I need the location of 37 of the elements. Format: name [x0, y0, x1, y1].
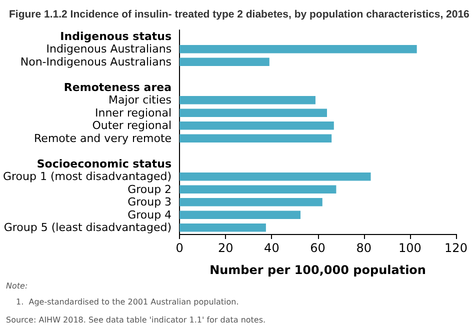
source-note: Source: AIHW 2018. See data table 'indicator 1.1' for data notes. — [6, 316, 266, 324]
y-tick-label: Inner regional — [94, 106, 172, 120]
x-axis-title: Number per 100,000 population — [210, 263, 426, 277]
x-tick-label: 20 — [218, 241, 234, 255]
bar — [180, 44, 417, 54]
y-tick-label: Group 5 (least disadvantaged) — [4, 221, 172, 234]
x-tick-label: 120 — [444, 241, 468, 255]
x-tick-label: 100 — [398, 241, 422, 255]
x-tick-label: 80 — [356, 241, 372, 255]
text: Note: — [6, 282, 28, 290]
text: 1. Age-standardised to the 2001 Australian population. — [16, 298, 239, 306]
y-tick-label: Major cities — [108, 94, 172, 107]
bar — [180, 134, 332, 143]
y-tick-label: Group 1 (most disadvantaged) — [2, 170, 172, 184]
y-tick-label: Socioeconomic status — [36, 157, 172, 170]
y-tick-label: Non-Indigenous Australians — [20, 55, 172, 68]
bar — [180, 185, 336, 194]
bar — [180, 210, 300, 220]
y-tick-label: Indigenous status — [60, 30, 172, 43]
y-tick-label: Group 4 — [128, 208, 172, 222]
bar — [180, 198, 322, 206]
bar — [180, 223, 266, 232]
bar — [180, 121, 334, 130]
x-tick-label: 0 — [176, 241, 184, 255]
y-tick-label: Indigenous Australians — [46, 42, 172, 56]
x-tick-label: 60 — [310, 241, 326, 255]
y-tick-label: Remote and very remote — [34, 132, 172, 145]
bar — [180, 172, 371, 181]
bar — [180, 96, 316, 104]
bar — [180, 58, 270, 66]
y-tick-label: Outer regional — [92, 119, 172, 132]
chart-title: Figure 1.1.2 Incidence of insulin- treated type 2 diabetes, by population characteristics, 2016 — [9, 8, 470, 20]
y-tick-label: Group 3 — [128, 196, 172, 209]
bar — [180, 108, 327, 118]
y-tick-label: Remoteness area — [64, 80, 172, 94]
x-tick-label: 40 — [264, 241, 280, 255]
y-tick-label: Group 2 — [128, 182, 172, 196]
